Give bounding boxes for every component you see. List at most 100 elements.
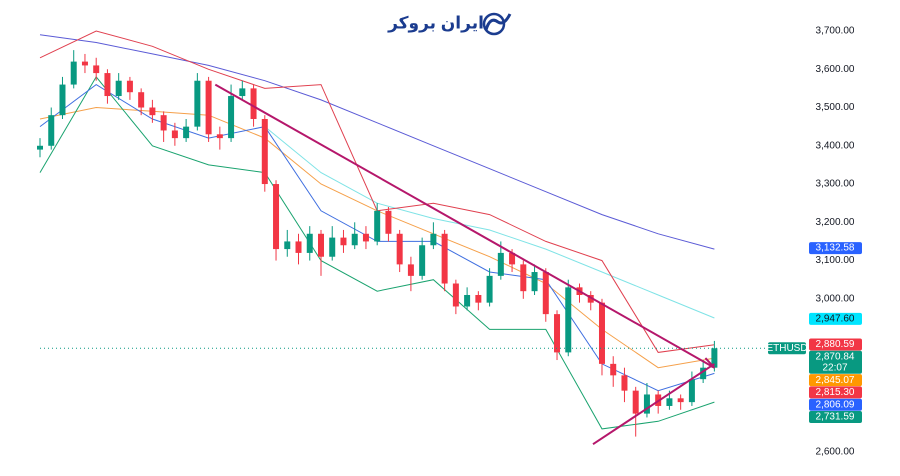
candle-body [677,398,684,403]
logo-text: ایران بروکر [387,13,484,33]
candle-body [430,233,437,246]
trendline [704,357,716,369]
candle-body [295,241,302,253]
price-label: 2,815.30 [816,387,855,398]
price-label: 3,132.58 [816,243,855,254]
candle-body [598,302,605,364]
candle-body [688,379,695,403]
price-label-box [809,242,862,255]
candle-body [452,283,459,307]
candle-body [711,348,718,368]
candle-body [160,115,167,131]
candle-body [621,375,628,391]
candle-body [37,145,43,150]
y-tick-label: 3,300.00 [816,179,855,190]
candle-body [700,367,707,380]
indicator-line [39,30,715,353]
candle-body [126,80,133,93]
price-label-box [809,350,862,374]
candle-body [171,130,178,139]
price-label-box [809,374,862,387]
candle-body [632,390,639,414]
candle-body [115,80,122,97]
y-tick-label: 3,400.00 [816,140,855,151]
candle-body [475,294,482,303]
candle-body [81,61,88,66]
y-tick-label: 3,600.00 [816,64,855,75]
candle-body [351,233,358,246]
candle-body [70,61,77,85]
candle-body [509,252,516,265]
candle-body [441,233,448,284]
candle-body [239,88,246,97]
indicator-line [39,76,715,430]
trendline [592,363,715,446]
price-label-box [809,398,862,411]
candle-body [261,118,268,185]
candle-body [306,233,313,253]
candle-body [250,88,257,119]
price-label: 2,880.59 [816,339,855,350]
y-tick-label: 2,600.00 [816,447,855,458]
candle-body [464,294,471,307]
trendline [214,83,715,369]
candle-body [407,264,414,276]
candle-body [385,210,392,234]
candle-body [183,126,190,139]
candle-body [273,184,280,250]
y-tick-label: 3,500.00 [816,102,855,113]
candle-body [666,398,673,406]
candle-body [104,73,111,97]
candle-body [59,84,66,116]
price-label: 2,870.84 [816,351,855,362]
candle-body [205,80,212,135]
candle-body [48,115,55,146]
indicator-line [264,126,715,319]
y-tick-label: 3,200.00 [816,217,855,228]
candle-body [497,252,504,276]
candle-body [317,233,324,257]
price-label-box [809,338,862,351]
countdown: 22:07 [822,362,847,373]
candle-body [486,275,493,303]
candle-body [531,272,538,292]
price-label: 2,845.07 [816,375,855,386]
candle-body [194,80,201,127]
candle-body [565,287,572,353]
symbol-label: ETHUSD [766,343,807,354]
y-tick-label: 3,700.00 [816,26,855,37]
candle-body [149,107,156,116]
y-tick-label: 3,100.00 [816,255,855,266]
candle-body [216,134,223,139]
candle-body [610,363,617,376]
symbol-tag [768,342,806,355]
candle-body [329,237,336,257]
indicator-line [39,34,715,250]
candle-body [138,92,145,108]
candle-body [93,65,100,74]
candle-body [362,233,369,242]
logo-icon [484,13,512,31]
candle-body [340,237,347,246]
candle-body [643,394,650,414]
price-label: 2,947.60 [816,314,855,325]
price-label-box [809,312,862,325]
logo: ایران بروکر [387,12,512,36]
logo-ring [482,12,506,36]
price-label: 2,806.09 [816,399,855,410]
candle-body [228,96,235,139]
y-tick-label: 3,000.00 [816,293,855,304]
candle-body [419,245,426,276]
candle-body [542,272,549,315]
price-label-box [809,411,862,424]
candle-body [284,241,291,250]
candle-body [587,294,594,303]
candle-body [374,210,381,242]
candle-body [396,233,403,265]
candle-body [554,314,561,353]
price-label: 2,731.59 [816,412,855,423]
candle-body [520,264,527,292]
price-label-box [809,386,862,399]
